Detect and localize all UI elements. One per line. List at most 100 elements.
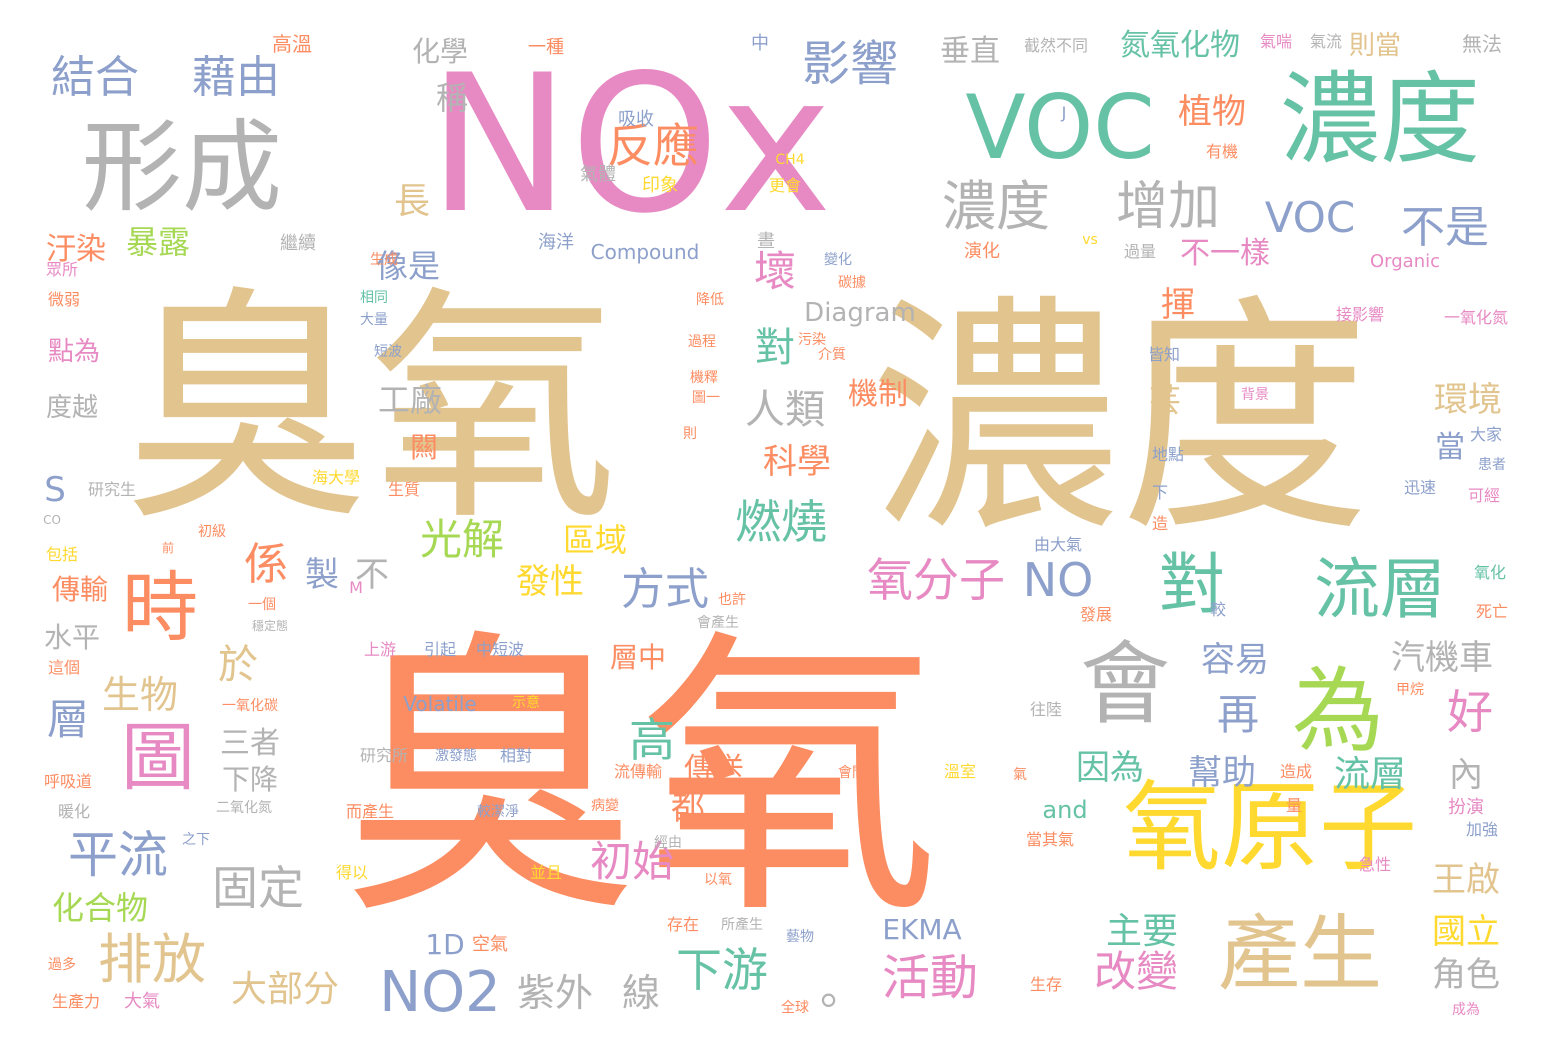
cloud-word: 排放 xyxy=(98,928,206,991)
cloud-word: 稱 xyxy=(435,79,469,117)
cloud-word: 短波 xyxy=(374,344,402,360)
cloud-word: 生質 xyxy=(387,480,421,499)
cloud-word: 大氣 xyxy=(124,991,160,1012)
cloud-word: 當其氣 xyxy=(1025,830,1075,849)
cloud-word: 氧原子 xyxy=(1122,771,1418,885)
cloud-word: 芸 xyxy=(1148,381,1182,419)
cloud-word: 流傳輸 xyxy=(613,762,663,781)
cloud-word: 揮 xyxy=(1161,285,1195,325)
cloud-word: 迅速 xyxy=(1403,478,1437,497)
cloud-word: 氣流 xyxy=(1309,32,1343,51)
cloud-word: 濃度 xyxy=(942,175,1050,238)
cloud-word: 扮演 xyxy=(1448,797,1484,818)
cloud-word: 死亡 xyxy=(1475,602,1509,621)
cloud-word: 中 xyxy=(751,33,769,54)
cloud-word: 大量 xyxy=(360,312,388,328)
cloud-word: 容易 xyxy=(1201,640,1269,680)
cloud-word: 內 xyxy=(1449,755,1483,795)
cloud-word: 藉由 xyxy=(192,52,280,103)
cloud-word: S xyxy=(44,470,66,510)
cloud-word: 王啟 xyxy=(1432,860,1500,900)
cloud-word: 以氧 xyxy=(704,872,732,888)
cloud-word: 結合 xyxy=(51,52,139,103)
cloud-word: 空氣 xyxy=(472,934,508,955)
cloud-word: 二氧化氮 xyxy=(216,800,272,816)
cloud-word: 全球 xyxy=(781,1000,809,1016)
cloud-word: 紫外 xyxy=(516,971,594,1015)
cloud-word: 植物 xyxy=(1178,92,1246,132)
cloud-word: 背景 xyxy=(1241,387,1269,403)
cloud-word: 固定 xyxy=(212,861,304,915)
cloud-word: 不一樣 xyxy=(1180,236,1270,271)
cloud-word: 生成 xyxy=(370,252,398,268)
cloud-word: 晝 xyxy=(757,231,775,252)
cloud-word: 碳據 xyxy=(838,275,866,291)
cloud-word: 過多 xyxy=(48,957,76,973)
cloud-word: 燃燒 xyxy=(735,495,827,549)
cloud-word: 氣喘 xyxy=(1259,32,1293,51)
cloud-word: Compound xyxy=(590,240,700,264)
cloud-word: 像是 xyxy=(375,247,441,285)
cloud-word: 工廠 xyxy=(377,381,443,419)
cloud-word: 反應 xyxy=(607,119,699,173)
cloud-word: 激發態 xyxy=(435,748,477,764)
cloud-word: 患者 xyxy=(1478,457,1506,473)
cloud-word: 化學 xyxy=(411,35,469,68)
cloud-word: 暴露 xyxy=(125,223,191,261)
cloud-word: 水平 xyxy=(43,621,101,654)
cloud-word: 較 xyxy=(1209,600,1227,619)
cloud-word: 印象 xyxy=(642,175,678,196)
cloud-word: CO xyxy=(43,513,61,527)
cloud-word: 幫助 xyxy=(1188,753,1256,793)
cloud-word: 下 xyxy=(1151,483,1169,502)
cloud-word: 角色 xyxy=(1432,955,1500,995)
cloud-word: 則當 xyxy=(1348,31,1402,61)
cloud-word: 。 xyxy=(820,964,864,1015)
cloud-word: 主要 xyxy=(1105,911,1179,952)
cloud-word: 一氧化碳 xyxy=(222,698,278,714)
cloud-word: 所產生 xyxy=(721,917,763,933)
cloud-word: 急性 xyxy=(1358,855,1392,874)
cloud-word: 方式 xyxy=(621,564,709,615)
cloud-word: 則 xyxy=(683,426,697,442)
cloud-word: 介質 xyxy=(818,347,846,363)
cloud-word: 傳輸 xyxy=(51,573,109,606)
cloud-word: 一氧化氮 xyxy=(1443,308,1509,327)
cloud-word: 對 xyxy=(1159,546,1225,623)
cloud-word: 線 xyxy=(621,971,661,1015)
cloud-word: 流層 xyxy=(1314,551,1446,628)
cloud-word: 皆知 xyxy=(1147,345,1181,364)
cloud-word: 環境 xyxy=(1434,380,1502,420)
cloud-word: 人類 xyxy=(745,387,825,433)
cloud-word: 變化 xyxy=(824,252,852,268)
cloud-word: 影響 xyxy=(801,36,899,92)
cloud-word: 前 xyxy=(161,541,175,555)
cloud-word: 下游 xyxy=(676,943,768,997)
cloud-word: 不是 xyxy=(1401,202,1489,253)
cloud-word: 演化 xyxy=(964,241,1000,262)
cloud-word: 會產生 xyxy=(697,615,739,631)
cloud-word: 而產生 xyxy=(345,802,395,821)
cloud-word: 闗 xyxy=(409,431,439,464)
cloud-word: 垂直 xyxy=(940,34,1000,69)
cloud-word: 經由 xyxy=(654,835,682,851)
cloud-word: 當 xyxy=(1435,430,1465,465)
cloud-word: 研究生 xyxy=(87,480,137,499)
cloud-word: 因為 xyxy=(1076,748,1144,788)
cloud-word: 大部分 xyxy=(230,969,340,1010)
cloud-word: 眾所 xyxy=(45,260,79,279)
cloud-word: 甲烷 xyxy=(1396,682,1424,698)
cloud-word: VOC xyxy=(965,76,1155,179)
cloud-word: 係 xyxy=(244,539,288,590)
cloud-word: 存在 xyxy=(666,915,700,934)
cloud-word: 會間 xyxy=(838,765,866,781)
cloud-word: 國立 xyxy=(1432,912,1500,952)
cloud-word: 層中 xyxy=(609,641,667,674)
cloud-word: 相同 xyxy=(360,290,388,306)
cloud-word: 高溫 xyxy=(272,32,312,56)
cloud-word: CH4 xyxy=(775,152,805,168)
cloud-word: 度越 xyxy=(45,393,99,423)
cloud-word: NO2 xyxy=(379,960,501,1025)
cloud-word: 不 xyxy=(355,555,389,595)
cloud-word: J xyxy=(1061,103,1067,122)
